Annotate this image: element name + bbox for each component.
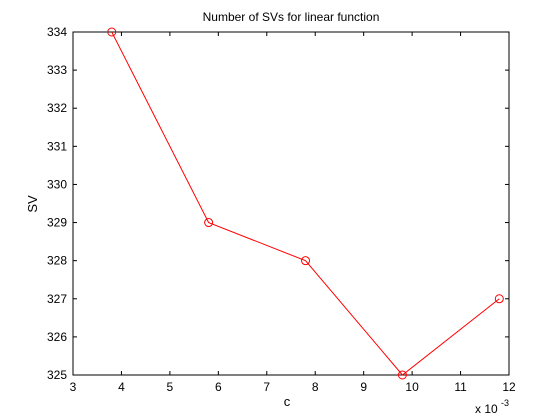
data-point bbox=[107, 27, 117, 37]
x-tick-label: 9 bbox=[360, 380, 367, 394]
x-tick-label: 8 bbox=[312, 380, 319, 394]
y-tick-label: 329 bbox=[47, 216, 67, 230]
x-tick-label: 7 bbox=[263, 380, 270, 394]
x-tick-label: 5 bbox=[167, 380, 174, 394]
x-axis-multiplier-exponent: -3 bbox=[501, 398, 509, 408]
y-tick-label: 328 bbox=[47, 254, 67, 268]
y-tick-label: 332 bbox=[47, 101, 67, 115]
plot-background bbox=[73, 32, 509, 375]
x-tick-label: 10 bbox=[405, 380, 419, 394]
x-tick-label: 6 bbox=[215, 380, 222, 394]
y-tick-label: 327 bbox=[47, 292, 67, 306]
data-point bbox=[494, 294, 504, 304]
y-tick-label: 325 bbox=[47, 368, 67, 382]
y-axis-label: SV bbox=[25, 195, 40, 213]
data-point bbox=[397, 370, 407, 380]
y-axis-ticks: 325 326 327 328 329 330 331 332 333 334 bbox=[47, 25, 509, 382]
data-point bbox=[301, 256, 311, 266]
data-point bbox=[204, 218, 214, 228]
x-axis-multiplier: x 10 -3 bbox=[475, 398, 509, 416]
series-layer bbox=[107, 27, 504, 380]
y-tick-label: 330 bbox=[47, 177, 67, 191]
x-tick-label: 3 bbox=[70, 380, 77, 394]
y-tick-label: 333 bbox=[47, 63, 67, 77]
series-line bbox=[111, 31, 500, 376]
x-axis-ticks: 3 4 5 6 7 8 9 10 11 12 bbox=[70, 32, 516, 394]
x-tick-label: 12 bbox=[502, 380, 516, 394]
x-axis-label: c bbox=[284, 394, 291, 409]
x-axis-multiplier-base: x 10 bbox=[475, 402, 498, 416]
plot-frame bbox=[72, 31, 510, 376]
y-tick-label: 326 bbox=[47, 330, 67, 344]
chart-title: Number of SVs for linear function bbox=[203, 10, 380, 24]
y-tick-label: 334 bbox=[47, 25, 67, 39]
x-tick-label: 4 bbox=[118, 380, 125, 394]
y-tick-label: 331 bbox=[47, 139, 67, 153]
x-tick-label: 11 bbox=[454, 380, 467, 394]
